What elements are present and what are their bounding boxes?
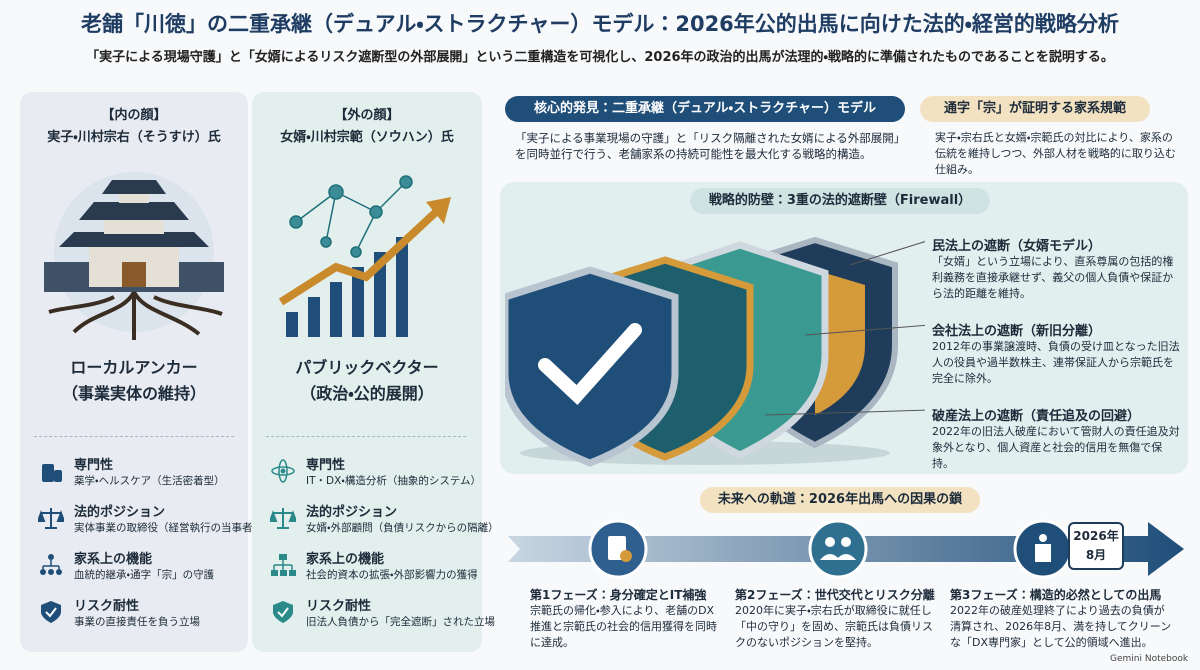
- key-finding-text: 「実子による事業現場の守護」と「リスク隔離された女婿による外部展開」を同時並行で…: [515, 131, 900, 161]
- key-finding-title: 核心的発見：二重承継（デュアル・ストラクチャー）モデル: [505, 96, 905, 122]
- item-title: リスク耐性: [74, 599, 140, 614]
- subtitle: 「実子による現場守護」と「女婿によるリスク遮断型の外部展開」という二重構造を可視…: [86, 50, 1114, 65]
- timeline-title: 未来への軌道：2026年出馬への因果の鎖: [700, 487, 980, 513]
- item-desc: IT・DX・構造分析（抽象的システム）: [306, 475, 482, 487]
- phase: 第2フェーズ：世代交代とリスク分離 2020年に実子・宗右氏が取締役に就任し「中の…: [735, 586, 935, 651]
- phase: 第3フェーズ：構造的必然としての出馬 2022年の破産処理終了により過去の負債が清…: [950, 586, 1175, 651]
- item: 法的ポジション実体事業の取締役（経営執行の当事者）: [38, 501, 263, 545]
- firewall-layer: 破産法上の遮断（責任追及の回避） 2022年の旧法人破産において管財人の責任追及対…: [932, 405, 1184, 472]
- divider: [266, 436, 466, 437]
- item-desc: 社会的資本の拡張・外部影響力の獲得: [306, 569, 478, 581]
- layer-text: 「女婿」という立場により、直系尊属の包括的権利義務を直接承継せず、義父の個人負債…: [932, 255, 1174, 300]
- phase-title: 第2フェーズ：世代交代とリスク分離: [735, 588, 935, 602]
- date-badge: 2026年 8月: [1068, 522, 1124, 570]
- name: 実子・川村宗右（そうすけ）氏: [47, 130, 221, 145]
- item: 家系上の機能社会的資本の拡張・外部影響力の獲得: [270, 548, 480, 592]
- phase-text: 宗範氏の帰化・参入により、老舗のDX推進と宗範氏の社会的信用獲得を同時に達成。: [530, 604, 717, 649]
- item-desc: 旧法人負債から「完全遮断」された立場: [306, 616, 495, 628]
- layer-title: 会社法上の遮断（新旧分離）: [932, 324, 1102, 339]
- item: 専門性薬学・ヘルスケア（生活密着型）: [38, 454, 248, 498]
- phase: 第1フェーズ：身分確定とIT補強宗範氏の帰化・参入により、老舗のDX推進と宗範氏…: [530, 586, 720, 651]
- role: パブリックベクター: [295, 358, 439, 377]
- item-desc: 血統的継承・通字「宗」の守護: [74, 569, 215, 581]
- phase-title: 第1フェーズ：身分確定とIT補強: [530, 588, 707, 602]
- item: 専門性 IT・DX・構造分析（抽象的システム）: [270, 454, 482, 498]
- name-rule-text: 実子・宗右氏と女婿・宗範氏の対比により、家系の伝統を維持しつつ、外部人材を戦略的…: [935, 131, 1176, 176]
- item-title: 家系上の機能: [306, 552, 385, 567]
- firewall-title: 戦略的防壁：3重の法的遮断壁（Firewall）: [690, 188, 990, 214]
- item-title: 専門性: [306, 458, 346, 473]
- item-title: 家系上の機能: [74, 552, 153, 567]
- item-title: リスク耐性: [306, 599, 372, 614]
- layer-title: 破産法上の遮断（責任追及の回避）: [932, 409, 1141, 424]
- item-desc: 実体事業の取締役（経営執行の当事者）: [74, 522, 263, 534]
- item-title: 法的ポジション: [74, 505, 166, 520]
- phase-text: 2022年の破産処理終了により過去の負債が清算され、2026年8月、満を持してク…: [950, 604, 1172, 649]
- title: 老舗「川徳」の二重承継（デュアル・ストラクチャー）モデル：2026年公的出馬に向…: [81, 12, 1119, 36]
- item-desc: 女婿・外部顧問（負債リスクからの隔離）: [306, 522, 499, 534]
- layer-text: 2022年の旧法人破産において管財人の責任追及対象外となり、個人資産と社会的信用…: [932, 425, 1180, 470]
- divider: [34, 436, 234, 437]
- footer-brand: Gemini Notebook: [1110, 654, 1189, 664]
- item: 家系上の機能血統的継承・通字「宗」の守護: [38, 548, 248, 592]
- item-title: 専門性: [74, 458, 114, 473]
- name-rule-title: 通字「宗」が証明する家系規範: [920, 96, 1150, 122]
- badge-year: 2026年: [1073, 529, 1119, 543]
- role-sub: （政治・公的展開）: [300, 384, 434, 403]
- item-desc: 薬学・ヘルスケア（生活密着型）: [74, 475, 225, 487]
- item: リスク耐性事業の直接責任を負う立場: [38, 595, 248, 639]
- firewall-layer: 民法上の遮断（女婿モデル） 「女婿」という立場により、直系尊属の包括的権利義務を直…: [932, 235, 1184, 302]
- role-sub: （事業実体の維持）: [61, 384, 206, 403]
- growth-illustration: [278, 175, 451, 337]
- label: 【内の顔】: [101, 108, 167, 123]
- layer-text: 2012年の事業譲渡時、負債の受け皿となった旧法人の役員や過半数株主、連帯保証人…: [932, 340, 1180, 385]
- item: 法的ポジション女婿・外部顧問（負債リスクからの隔離）: [270, 501, 499, 545]
- layer-title: 民法上の遮断（女婿モデル）: [932, 239, 1102, 254]
- timeline-arrow: [508, 519, 1184, 579]
- phase-title: 第3フェーズ：構造的必然としての出馬: [950, 588, 1162, 602]
- role: ローカルアンカー: [70, 358, 198, 377]
- name: 女婿・川村宗範（ソウハン）氏: [280, 130, 454, 145]
- phase-text: 2020年に実子・宗右氏が取締役に就任し「中の守り」を固め、宗範氏は負債リスクの…: [735, 604, 933, 649]
- firewall-layer: 会社法上の遮断（新旧分離） 2012年の事業譲渡時、負債の受け皿となった旧法人の役…: [932, 320, 1184, 387]
- badge-month: 8月: [1085, 548, 1107, 562]
- item: リスク耐性旧法人負債から「完全遮断」された立場: [270, 595, 495, 639]
- item-title: 法的ポジション: [306, 505, 398, 520]
- left-panel: 【内の顔】 実子・川村宗右（そうすけ）氏 ローカルアンカー （事業実体の維持） …: [20, 92, 263, 652]
- castle-illustration: [44, 172, 224, 340]
- right-panel: 【外の顔】 女婿・川村宗範（ソウハン）氏 パブリックベクター （政治・公的展開）…: [252, 92, 499, 652]
- item-desc: 事業の直接責任を負う立場: [74, 616, 200, 628]
- shields-illustration: [505, 236, 925, 467]
- label: 【外の顔】: [334, 108, 400, 123]
